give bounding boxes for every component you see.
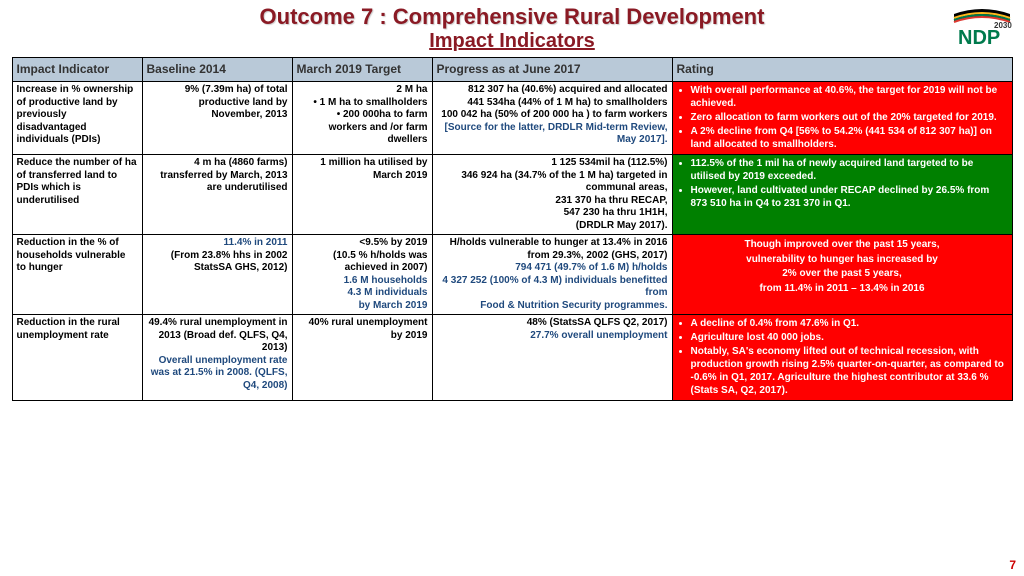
col-indicator: Impact Indicator (12, 58, 142, 82)
baseline-cell: 11.4% in 2011(From 23.8% hhs in 2002 Sta… (142, 235, 292, 315)
svg-text:2030: 2030 (994, 21, 1012, 30)
target-cell: 40% rural unemployment by 2019 (292, 315, 432, 401)
indicator-cell: Reduce the number of ha of transferred l… (12, 155, 142, 235)
rating-cell: 112.5% of the 1 mil ha of newly acquired… (672, 155, 1012, 235)
progress-cell: 1 125 534mil ha (112.5%)346 924 ha (34.7… (432, 155, 672, 235)
col-target: March 2019 Target (292, 58, 432, 82)
progress-cell: 48% (StatsSA QLFS Q2, 2017)27.7% overall… (432, 315, 672, 401)
indicator-cell: Reduction in the % of households vulnera… (12, 235, 142, 315)
svg-text:NDP: NDP (958, 27, 1000, 49)
col-rating: Rating (672, 58, 1012, 82)
ndp-logo: NDP 2030 (950, 2, 1014, 52)
baseline-cell: 49.4% rural unemployment in 2013 (Broad … (142, 315, 292, 401)
table-row: Reduction in the % of households vulnera… (12, 235, 1012, 315)
page-title: Outcome 7 : Comprehensive Rural Developm… (0, 4, 1024, 30)
target-cell: 2 M ha• 1 M ha to smallholders• 200 000h… (292, 82, 432, 155)
table-row: Increase in % ownership of productive la… (12, 82, 1012, 155)
progress-cell: 812 307 ha (40.6%) acquired and allocate… (432, 82, 672, 155)
progress-cell: H/holds vulnerable to hunger at 13.4% in… (432, 235, 672, 315)
rating-cell: A decline of 0.4% from 47.6% in Q1.Agric… (672, 315, 1012, 401)
page-subtitle: Impact Indicators (0, 30, 1024, 53)
target-cell: 1 million ha utilised by March 2019 (292, 155, 432, 235)
slide-header: Outcome 7 : Comprehensive Rural Developm… (0, 0, 1024, 55)
rating-cell: Though improved over the past 15 years,v… (672, 235, 1012, 315)
baseline-cell: 4 m ha (4860 farms) transferred by March… (142, 155, 292, 235)
indicator-cell: Reduction in the rural unemployment rate (12, 315, 142, 401)
col-progress: Progress as at June 2017 (432, 58, 672, 82)
rating-cell: With overall performance at 40.6%, the t… (672, 82, 1012, 155)
target-cell: <9.5% by 2019(10.5 % h/holds was achieve… (292, 235, 432, 315)
baseline-cell: 9% (7.39m ha) of total productive land b… (142, 82, 292, 155)
page-number: 7 (1009, 558, 1016, 572)
indicator-cell: Increase in % ownership of productive la… (12, 82, 142, 155)
col-baseline: Baseline 2014 (142, 58, 292, 82)
table-header-row: Impact Indicator Baseline 2014 March 201… (12, 58, 1012, 82)
table-row: Reduction in the rural unemployment rate… (12, 315, 1012, 401)
table-row: Reduce the number of ha of transferred l… (12, 155, 1012, 235)
indicators-table: Impact Indicator Baseline 2014 March 201… (12, 57, 1013, 401)
